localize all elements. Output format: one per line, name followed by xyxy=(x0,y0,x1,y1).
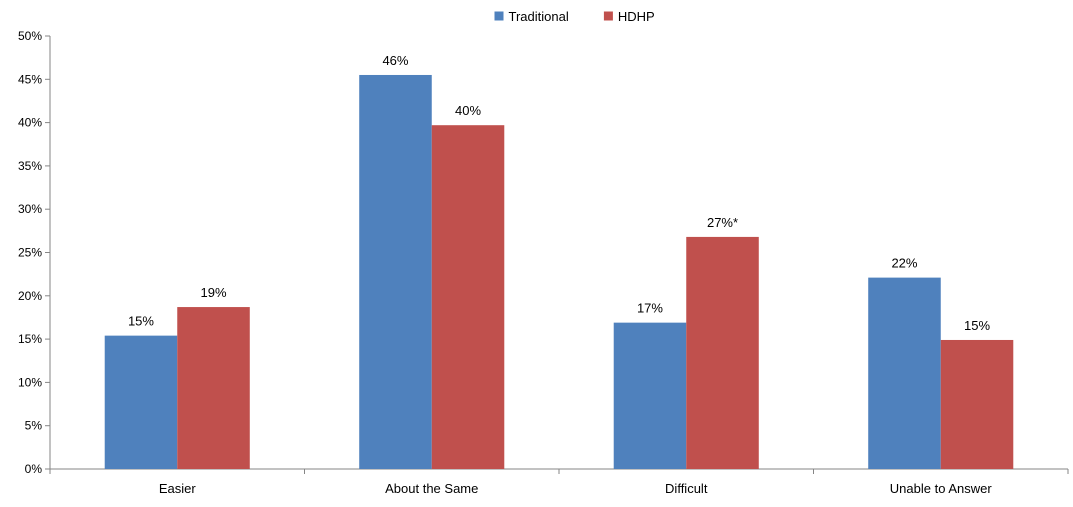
y-tick-label: 25% xyxy=(18,246,42,260)
y-tick-label: 40% xyxy=(18,116,42,130)
data-label: 22% xyxy=(891,256,917,271)
x-tick-label: About the Same xyxy=(385,481,478,496)
data-label: 46% xyxy=(382,53,408,68)
y-tick-label: 15% xyxy=(18,332,42,346)
data-label: 15% xyxy=(964,318,990,333)
y-axis: 0% 5% 10% 15% 20% 25% 30% 35% 40% 45% 50% xyxy=(18,29,51,476)
y-tick-label: 50% xyxy=(18,29,42,43)
x-tick-label: Easier xyxy=(159,481,197,496)
x-axis: Easier About the Same Difficult Unable to A… xyxy=(49,468,1069,496)
legend-label: HDHP xyxy=(618,9,655,24)
bars xyxy=(104,74,1014,469)
y-tick-label: 20% xyxy=(18,289,42,303)
legend-label: Traditional xyxy=(509,9,569,24)
y-tick-label: 0% xyxy=(25,462,43,476)
x-tick-label: Unable to Answer xyxy=(890,481,993,496)
bar-traditional xyxy=(613,322,687,469)
y-tick-label: 35% xyxy=(18,159,42,173)
bar-traditional xyxy=(359,74,432,469)
data-labels: 15% 46% 17% 22% 19% 40% 27%* 15% xyxy=(128,53,990,333)
legend: Traditional HDHP xyxy=(494,9,655,24)
y-tick-label: 5% xyxy=(25,419,43,433)
x-tick-label: Difficult xyxy=(665,481,708,496)
data-label: 27%* xyxy=(707,215,738,230)
data-label: 17% xyxy=(637,301,663,316)
legend-swatch-hdhp xyxy=(603,11,613,21)
data-label: 15% xyxy=(128,314,154,329)
legend-swatch-traditional xyxy=(494,11,504,21)
y-tick-label: 10% xyxy=(18,375,42,389)
y-tick-label: 45% xyxy=(18,72,42,86)
y-tick-label: 30% xyxy=(18,202,42,216)
bar-hdhp xyxy=(177,307,250,469)
bar-hdhp xyxy=(431,125,505,469)
bar-traditional xyxy=(868,277,941,469)
data-label: 40% xyxy=(455,103,481,118)
bar-traditional xyxy=(104,335,178,469)
bar-hdhp xyxy=(940,339,1014,469)
bar-hdhp xyxy=(686,236,759,469)
data-label: 19% xyxy=(201,285,227,300)
